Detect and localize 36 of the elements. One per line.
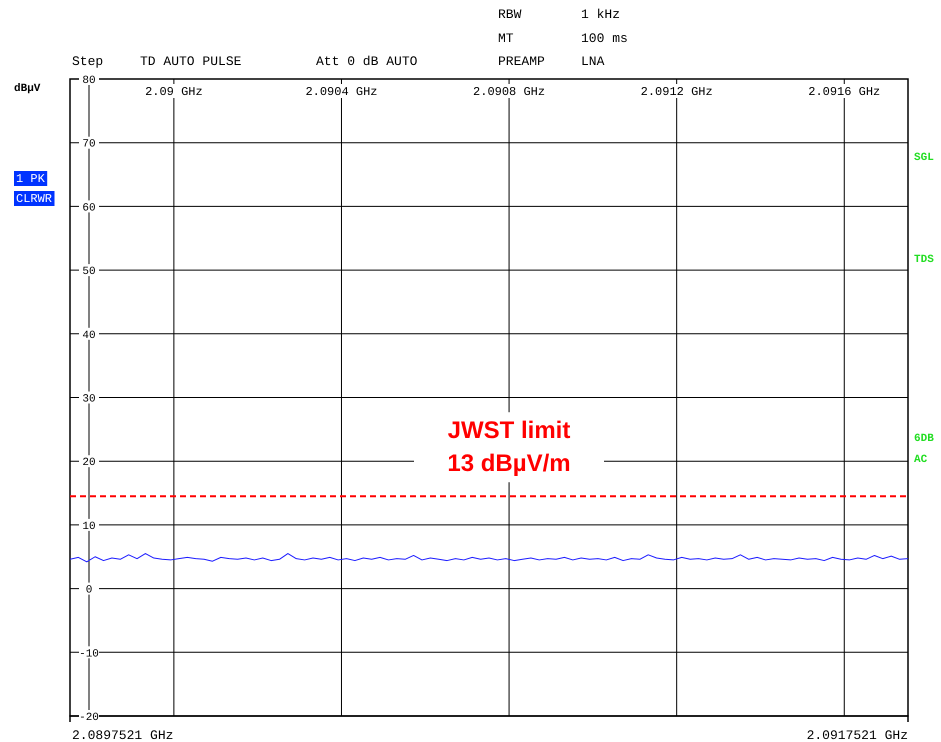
- y-tick-label: 40: [82, 330, 96, 342]
- x-tick-label: 2.0908 GHz: [473, 85, 546, 99]
- y-tick-label: -20: [79, 712, 99, 724]
- text: LNA: [581, 54, 605, 69]
- text: TDS: [914, 254, 934, 266]
- y-tick-label: 70: [82, 138, 96, 151]
- text: TD AUTO PULSE: [140, 54, 242, 69]
- y-tick-label: 10: [82, 520, 96, 533]
- text: CLRWR: [16, 192, 52, 206]
- text: 100 ms: [581, 31, 628, 46]
- y-tick-label: -10: [79, 648, 99, 660]
- x-tick-label: 2.0916 GHz: [808, 85, 880, 99]
- text: Att 0 dB AUTO: [316, 54, 418, 69]
- x-tick-label: 2.09 GHz: [145, 85, 203, 99]
- text: 2.0917521 GHz: [806, 728, 908, 742]
- y-tick-label: 50: [82, 266, 96, 278]
- y-axis-title: dBµV: [14, 83, 41, 95]
- y-tick-label: 80: [82, 75, 96, 87]
- x-tick-label: 2.0904 GHz: [305, 85, 378, 99]
- text: 2.0897521 GHz: [72, 728, 174, 742]
- text: 1 PK: [16, 172, 46, 186]
- text: 1 kHz: [581, 7, 620, 22]
- x-tick-label: 2.0912 GHz: [640, 85, 713, 99]
- ref-line-label: JWST limit 13 dBµV/m: [447, 417, 571, 478]
- text: AC: [914, 454, 928, 466]
- y-tick-label: 0: [86, 584, 92, 597]
- text: SGL: [914, 152, 934, 164]
- y-tick-label: 20: [82, 457, 96, 470]
- y-tick-label: 60: [82, 202, 96, 214]
- text: PREAMP: [498, 54, 546, 69]
- line-series: [70, 553, 908, 562]
- y-tick-label: 30: [82, 394, 96, 406]
- text: RBW: [498, 7, 522, 22]
- text: Step: [72, 54, 104, 69]
- text: MT: [498, 31, 514, 46]
- text: 6DB: [914, 433, 934, 445]
